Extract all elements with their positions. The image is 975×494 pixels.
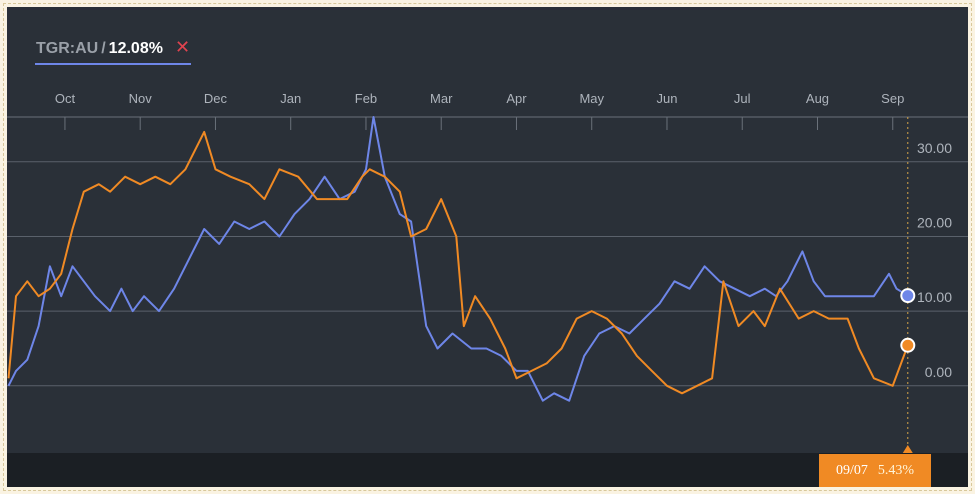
x-tick-label: Jan <box>280 91 301 106</box>
series-line-1 <box>7 116 909 402</box>
x-tick-label: Jun <box>656 91 677 106</box>
series-end-marker-1[interactable] <box>900 288 916 304</box>
x-tick-label: Aug <box>806 91 829 106</box>
legend-separator: / <box>101 40 106 57</box>
x-tick-label: May <box>579 91 604 106</box>
legend-symbol: TGR:AU <box>36 40 99 57</box>
bottom-bar <box>7 453 968 487</box>
page-frame <box>3 3 972 491</box>
legend-entry[interactable]: TGR:AU/12.08% ✕ <box>35 37 192 65</box>
y-tick-label: 10.00 <box>917 289 952 305</box>
x-tick-label: Apr <box>506 91 527 106</box>
x-tick-label: Jul <box>734 91 751 106</box>
x-tick-label: Mar <box>430 91 453 106</box>
x-tick-label: Oct <box>55 91 76 106</box>
x-tick-label: Dec <box>204 91 228 106</box>
x-tick-label: Sep <box>881 91 904 106</box>
y-tick-label: 30.00 <box>917 140 952 156</box>
x-tick-label: Feb <box>355 91 377 106</box>
crosshair-tooltip: 09/07 5.43% <box>819 454 931 487</box>
tooltip-pointer <box>902 445 913 453</box>
x-tick-label: Nov <box>129 91 153 106</box>
chart-panel: Oct Nov Dec Jan Feb Mar Apr May Jun Jul Aug Sep 30.… <box>7 7 968 487</box>
series-line-2 <box>7 130 909 395</box>
tooltip-date: 09/07 <box>835 462 868 478</box>
close-icon[interactable]: ✕ <box>174 37 191 57</box>
tooltip-value: 5.43% <box>877 462 915 478</box>
legend-value: 12.08% <box>108 40 163 57</box>
y-tick-label: 20.00 <box>917 214 952 230</box>
chart-svg: Oct Nov Dec Jan Feb Mar Apr May Jun Jul Aug Sep 30.… <box>7 91 968 453</box>
series-end-marker-2[interactable] <box>900 337 916 353</box>
y-tick-label: 0.00 <box>925 364 952 380</box>
